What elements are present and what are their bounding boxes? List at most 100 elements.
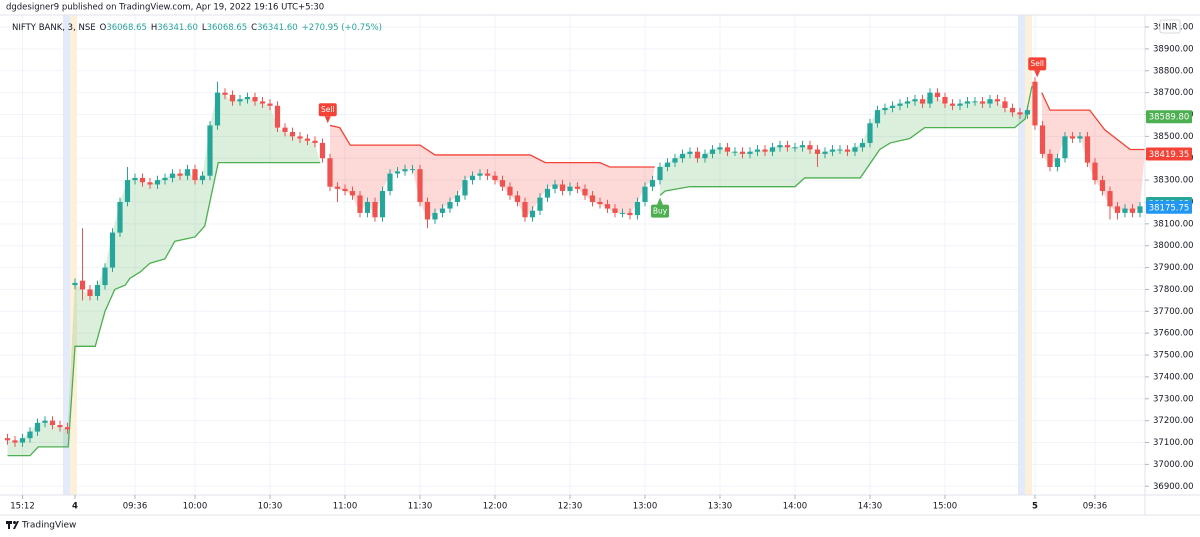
candle-body [454,195,461,202]
candle-body [679,153,686,159]
candle-body [117,201,123,233]
candle-body [319,142,326,159]
signal-pointer [324,116,331,124]
candle-body [1039,125,1046,154]
candle-body [124,180,131,202]
candle-body [694,151,701,159]
candle-body [162,177,168,181]
candle-body [769,147,776,152]
candle-body [994,99,1001,102]
supertrend-line [329,124,655,168]
x-tick-label: 12:30 [558,502,583,512]
x-tick-label: 4 [72,502,78,512]
candle-body [327,158,333,187]
candle-body [207,125,213,176]
price-tag-label: 38589.80 [1149,113,1190,123]
candle-body [972,101,978,103]
candle-body [372,201,378,218]
candle-body [42,420,48,423]
candle-body [829,149,836,152]
candle-body [169,173,176,178]
candle-body [447,201,453,209]
candle-body [1077,136,1083,139]
candle-body [387,173,393,192]
y-tick-label: 37600.00 [1153,329,1194,339]
candle-body [1137,206,1143,213]
price-tag [1146,110,1192,124]
price-tag-label: 38175.75 [1149,203,1190,213]
candle-body [612,208,618,213]
candle-body [304,138,311,141]
candle-body [882,107,888,111]
candle-body [634,201,641,216]
signal-label: Sell [1030,59,1044,68]
candle-body [627,212,633,216]
candle-body [807,145,813,150]
candle-body [822,151,828,154]
candle-body [432,212,438,220]
candle-body [477,173,483,176]
legend-value: 36341.60 [157,23,198,33]
y-tick-label: 37000.00 [1153,460,1194,470]
candle-body [529,210,536,218]
candle-body [1062,136,1068,159]
candle-body [987,99,993,104]
candle-body [417,169,423,202]
x-tick-label: 5 [1032,502,1038,512]
candle-body [574,186,581,189]
y-tick-label: 37800.00 [1153,285,1194,295]
legend-label: C [251,23,257,33]
y-tick-label: 38900.00 [1153,44,1194,54]
candle-body [1107,191,1113,207]
x-tick-label: 15:00 [933,502,958,512]
candle-body [709,149,716,154]
candle-body [132,177,138,181]
x-tick-label: 09:36 [123,502,148,512]
candle-body [492,175,498,181]
symbol: NIFTY BANK, 3, NSE [12,23,96,33]
candle-body [1009,107,1016,113]
candle-body [102,267,108,286]
y-tick-label: 38700.00 [1153,88,1194,98]
grid [0,15,1145,495]
candle-body [979,101,986,104]
candle-body [957,103,963,106]
y-tick-label: 38300.00 [1153,176,1194,186]
candle-body [672,158,678,163]
candle-body [544,188,551,198]
candle-body [192,169,198,181]
candle-body [732,151,738,153]
candle-body [289,131,296,137]
legend: NIFTY BANK, 3, NSE O36068.65 H36341.60 L360… [12,23,382,33]
price-tag [1146,147,1192,161]
x-tick-label: 13:30 [708,502,733,512]
signal-label: Sell [321,105,335,114]
y-tick-label: 37500.00 [1153,351,1194,361]
candle-body [904,101,911,104]
candle-body [409,169,416,171]
candle-body [739,151,746,154]
candle-body [484,173,491,176]
y-tick-label: 36900.00 [1153,482,1194,492]
plot-area [4,77,1145,457]
candle-body [1032,81,1038,126]
x-tick-label: 15:12 [10,502,35,512]
candle-body [747,151,753,154]
candle-body [282,127,288,132]
candle-body [364,201,371,213]
candle-body [717,147,723,150]
candle-body [582,188,588,196]
logo [6,521,19,529]
candle-body [927,92,933,104]
currency-box [1159,19,1181,34]
candle-body [184,169,191,176]
candle-body [664,162,671,167]
candle-body [867,123,873,143]
candle-body [597,201,603,205]
price-tag-label: 38419.35 [1149,150,1190,160]
candle-body [424,201,431,220]
legend-value: 36068.65 [106,23,147,33]
candle-body [259,101,266,104]
candle-body [57,425,63,428]
